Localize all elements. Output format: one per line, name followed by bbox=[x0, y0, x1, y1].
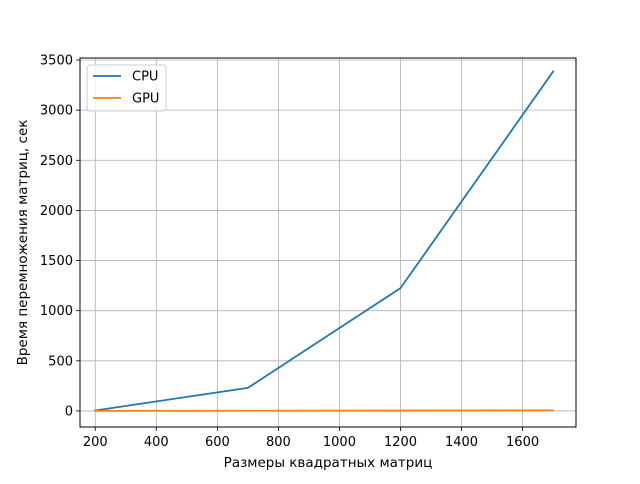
y-tick-label: 3000 bbox=[40, 104, 73, 119]
x-tick-label: 800 bbox=[266, 435, 291, 450]
grid bbox=[80, 58, 576, 427]
x-ticks: 200 400 600 800 1000 1200 1400 1600 bbox=[83, 427, 539, 450]
plot-frame bbox=[79, 57, 577, 428]
x-tick-label: 600 bbox=[205, 435, 230, 450]
x-axis-title: Размеры квадратных матриц bbox=[224, 455, 433, 471]
y-tick-label: 0 bbox=[65, 404, 73, 419]
x-tick-label: 1600 bbox=[506, 435, 539, 450]
x-tick-label: 1200 bbox=[384, 435, 417, 450]
y-tick-label: 500 bbox=[48, 354, 73, 369]
y-ticks: 0 500 1000 1500 2000 2500 3000 3500 bbox=[40, 54, 80, 419]
x-tick-label: 400 bbox=[144, 435, 169, 450]
y-axis-title: Время перемножения матриц, сек bbox=[15, 120, 31, 366]
x-tick-label: 1400 bbox=[445, 435, 478, 450]
series-line-cpu bbox=[94, 70, 555, 412]
legend: CPU GPU bbox=[86, 64, 167, 112]
series-line-gpu bbox=[94, 409, 555, 412]
legend-label-cpu: CPU bbox=[132, 70, 158, 85]
y-tick-label: 3500 bbox=[40, 54, 73, 69]
y-tick-label: 1000 bbox=[40, 304, 73, 319]
y-tick-label: 2500 bbox=[40, 154, 73, 169]
y-tick-label: 2000 bbox=[40, 204, 73, 219]
series-layer bbox=[94, 70, 555, 412]
legend-label-gpu: GPU bbox=[132, 92, 159, 107]
y-tick-label: 1500 bbox=[40, 254, 73, 269]
x-tick-label: 200 bbox=[83, 435, 108, 450]
x-tick-label: 1000 bbox=[323, 435, 356, 450]
